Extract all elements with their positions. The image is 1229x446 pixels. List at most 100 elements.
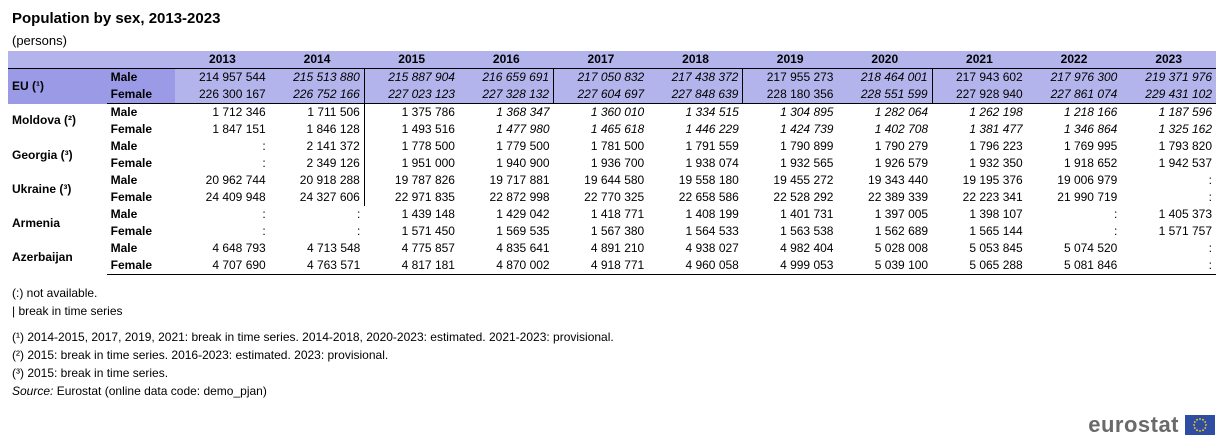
cell-value: 19 787 826 — [363, 172, 459, 189]
flag-star — [1193, 421, 1196, 423]
cell-value: 1 571 757 — [1158, 224, 1212, 238]
header-year-2015: 2015 — [364, 51, 459, 69]
cell-value: 5 028 008 — [874, 241, 929, 255]
cell-value: 1 790 279 — [874, 139, 929, 153]
source-label: Source: — [12, 384, 54, 398]
header-year-2020: 2020 — [837, 51, 933, 69]
row-country: Ukraine (³) — [12, 181, 72, 196]
row-sex: Female — [110, 156, 152, 170]
flag-star — [1204, 427, 1207, 429]
flag-star — [1202, 418, 1204, 421]
cell-value: : — [1208, 190, 1212, 204]
row-country: EU (¹) — [8, 68, 107, 104]
cell-value: 1 940 900 — [496, 156, 550, 170]
cell-value: 22 528 292 — [773, 190, 834, 204]
cell-value: 219 371 976 — [1121, 68, 1216, 86]
row-sex: Female — [106, 257, 176, 275]
cell-value: 4 999 053 — [742, 257, 838, 275]
table-row: EU (¹) Male 214 957 544 215 513 880 215 887 … — [8, 68, 1216, 104]
cell-value: : — [262, 139, 266, 153]
cell-value: 217 943 602 — [931, 68, 1027, 86]
flag-star — [1204, 421, 1207, 423]
footnote-1: (¹) 2014-2015, 2017, 2019, 2021: break i… — [12, 330, 614, 344]
cell-value: 1 567 380 — [590, 224, 645, 238]
cell-value: 1 942 537 — [1158, 156, 1212, 170]
cell-value: 4 648 793 — [212, 241, 266, 255]
note-break: | break in time series — [12, 304, 123, 318]
row-sex: Male — [110, 173, 138, 187]
header-row: 2013 2014 2015 2016 2017 2018 2019 2020 2021 2022… — [8, 51, 1216, 69]
cell-value: 1 571 450 — [401, 224, 455, 238]
cell-value: 19 343 440 — [868, 173, 929, 187]
cell-value: 227 604 697 — [553, 86, 649, 104]
footnote-3: (³) 2015: break in time series. — [12, 366, 169, 380]
cell-value: 20 962 744 — [205, 173, 266, 187]
cell-value: 1 563 538 — [780, 224, 834, 238]
logo-text: eurostat — [1088, 412, 1179, 437]
cell-value: 22 223 341 — [962, 190, 1023, 204]
cell-value: : — [357, 224, 361, 238]
table-row: Ukraine (³) Male 20 962 744 20 918 288 19 78… — [8, 172, 1216, 196]
cell-value: 1 402 708 — [874, 122, 929, 136]
cell-value: 4 918 771 — [553, 257, 649, 275]
header-blank — [106, 51, 176, 69]
cell-value: : — [1114, 224, 1118, 238]
cell-value: 1 932 350 — [969, 156, 1023, 170]
cell-value: 24 409 948 — [205, 190, 266, 204]
cell-value: 1 477 980 — [496, 122, 550, 136]
cell-value: : — [1208, 241, 1212, 255]
cell-value: 1 847 151 — [212, 122, 266, 136]
flag-star — [1193, 424, 1195, 426]
cell-value: 1 936 700 — [590, 156, 645, 170]
footnote-2: (²) 2015: break in time series. 2016-202… — [12, 348, 389, 362]
table-row: Armenia Male:: 1 439 148 1 429 042 1 418 771… — [8, 206, 1216, 230]
cell-value: 215 887 904 — [363, 68, 459, 86]
cell-value: 1 793 820 — [1158, 139, 1212, 153]
cell-value: 4 713 548 — [306, 241, 361, 255]
cell-value: 1 405 373 — [1158, 207, 1212, 221]
cell-value: 1 778 500 — [363, 138, 459, 155]
row-sex: Male — [110, 105, 138, 119]
cell-value: 19 195 376 — [962, 173, 1023, 187]
header-year-2017: 2017 — [553, 51, 649, 69]
cell-value: 19 006 979 — [1057, 173, 1118, 187]
cell-value: 1 465 618 — [590, 122, 645, 136]
table-row: Female 24 409 948 24 327 606 22 971 835 22 8… — [8, 189, 1216, 206]
cell-value: 19 717 881 — [489, 173, 550, 187]
cell-value: : — [262, 207, 266, 221]
flag-star — [1196, 418, 1198, 421]
cell-value: 19 558 180 — [678, 173, 739, 187]
cell-value: 1 951 000 — [363, 155, 459, 172]
cell-value: 1 429 042 — [496, 207, 550, 221]
cell-value: 226 300 167 — [175, 86, 270, 104]
row-sex: Female — [106, 86, 176, 104]
cell-value: 5 053 845 — [969, 241, 1023, 255]
table-body: EU (¹) Male 214 957 544 215 513 880 215 887 … — [8, 68, 1216, 275]
cell-value: : — [357, 207, 361, 221]
cell-value: 218 464 001 — [837, 68, 933, 86]
table-row: Moldova (²) Male 1 712 346 1 711 506 1 375 7… — [8, 103, 1216, 127]
cell-value: 4 775 857 — [401, 241, 455, 255]
cell-value: 1 796 223 — [969, 139, 1023, 153]
cell-value: 1 446 229 — [685, 122, 739, 136]
table-row: Azerbaijan Male 4 648 793 4 713 548 4 775 85… — [8, 240, 1216, 264]
cell-value: 216 659 691 — [458, 68, 554, 86]
table-row: Female:: 1 571 450 1 569 535 1 567 380 1 564… — [8, 223, 1216, 240]
source-text: Eurostat (online data code: demo_pjan) — [56, 384, 267, 398]
cell-value: 229 431 102 — [1121, 86, 1216, 104]
cell-value: 4 938 027 — [685, 241, 739, 255]
cell-value: 1 187 596 — [1158, 105, 1212, 119]
population-table: 2013 2014 2015 2016 2017 2018 2019 2020 2021 2022… — [8, 51, 1216, 275]
cell-value: 5 039 100 — [837, 257, 933, 275]
flag-star — [1196, 429, 1198, 432]
flag-star — [1199, 430, 1201, 432]
cell-value: 2 141 372 — [306, 139, 360, 153]
cell-value: 19 644 580 — [584, 173, 645, 187]
cell-value: : — [262, 224, 266, 238]
cell-value: 227 328 132 — [458, 86, 554, 104]
header-year-2019: 2019 — [742, 51, 838, 69]
cell-value: 1 401 731 — [780, 207, 834, 221]
table-row: Female 1 847 151 1 846 128 1 493 516 1 477 9… — [8, 121, 1216, 138]
cell-value: 217 438 372 — [648, 68, 743, 86]
row-sex: Male — [106, 68, 176, 86]
